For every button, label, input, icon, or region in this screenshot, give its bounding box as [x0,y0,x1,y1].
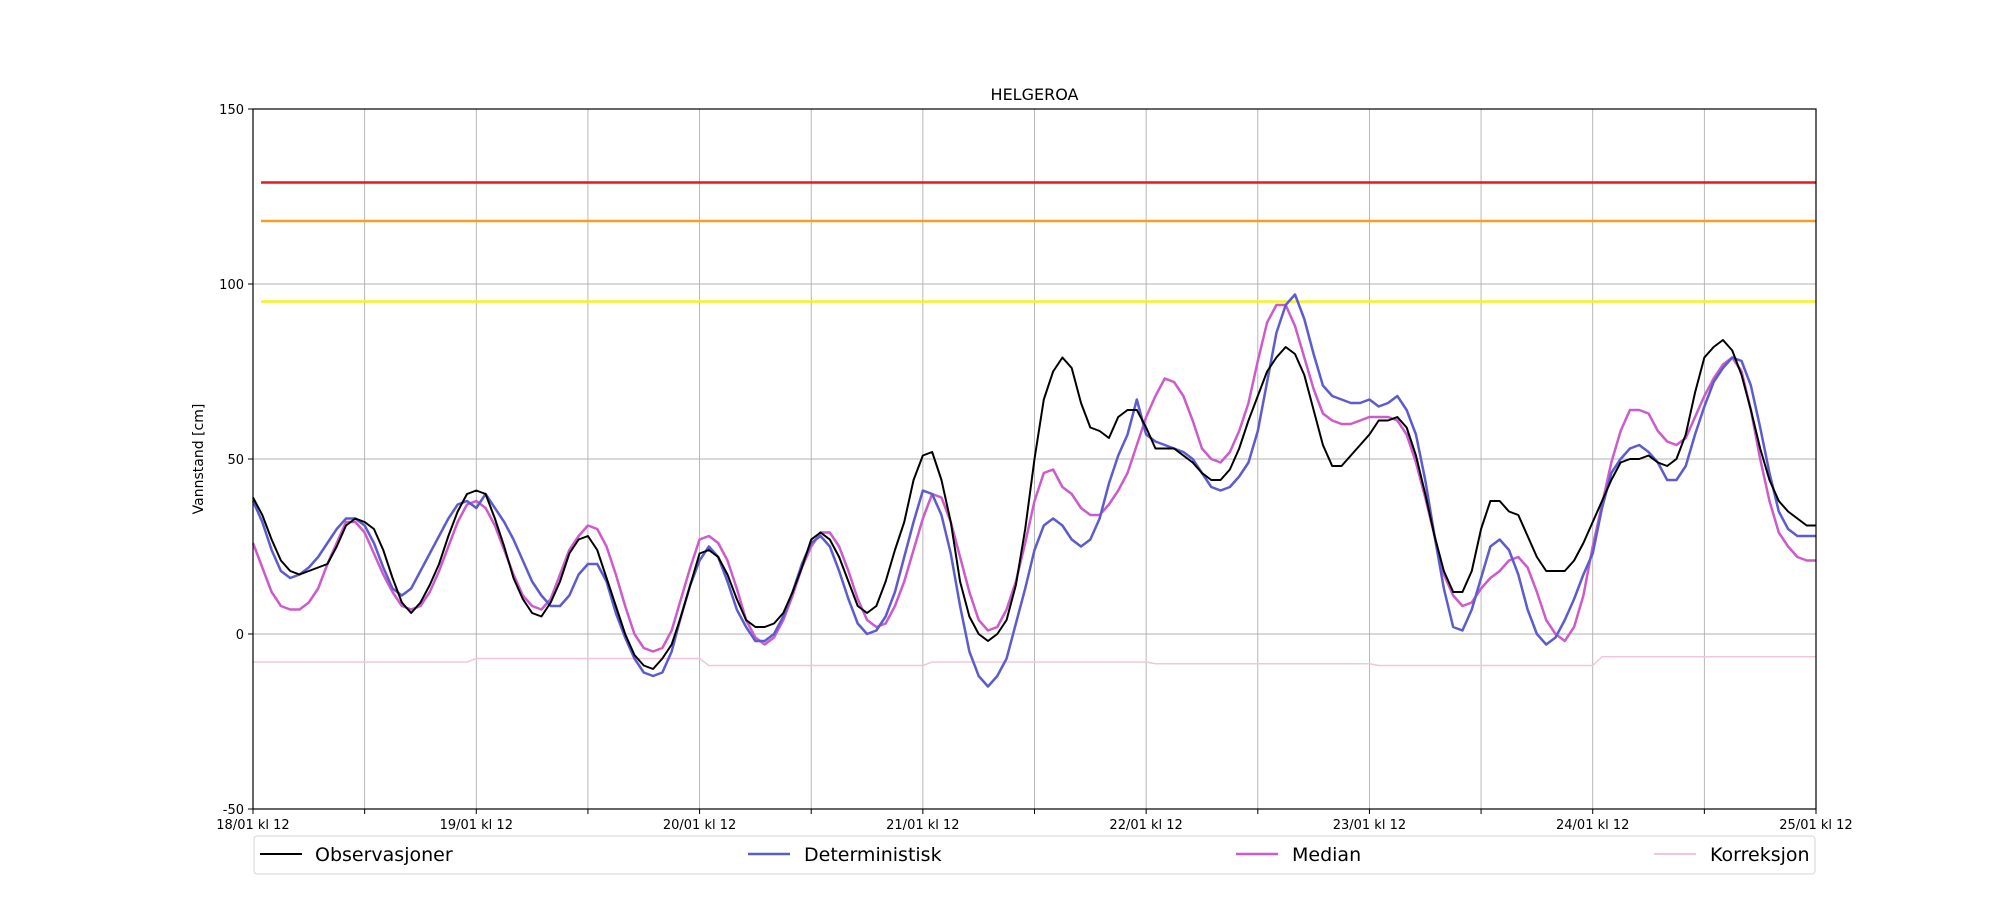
threshold-lines [261,181,1816,303]
x-tick-label: 21/01 kl 12 [886,818,959,833]
y-tick-label: 0 [236,628,244,643]
series-lines [251,293,1816,688]
x-tick-label: 22/01 kl 12 [1109,818,1182,833]
x-tick-label: 20/01 kl 12 [663,818,736,833]
y-tick-label: -50 [223,803,244,818]
x-tick-label: 24/01 kl 12 [1556,818,1629,833]
axis-ticks: -50 0 50 100 150 18/01 kl 12 19/01 kl 12 20/01 … [216,103,1852,833]
x-tick-label: 19/01 kl 12 [440,818,513,833]
series-line-observasjoner [252,339,1816,670]
series-line-korreksjon [253,656,1816,667]
chart-title: HELGEROA [991,85,1079,104]
y-tick-label: 150 [219,103,244,118]
legend: Observasjoner Deterministisk Median Korreks… [253,835,1816,875]
legend-label: Median [1292,844,1361,866]
legend-label: Deterministisk [804,844,942,866]
x-tick-label: 23/01 kl 12 [1333,818,1406,833]
y-tick-label: 50 [227,453,244,468]
series-line-deterministisk [251,293,1816,688]
y-tick-label: 100 [219,278,244,293]
x-tick-label: 25/01 kl 12 [1779,818,1852,833]
legend-label: Korreksjon [1710,844,1810,866]
x-tick-label: 18/01 kl 12 [216,818,289,833]
y-axis-title: Vannstand [cm] [191,404,207,515]
legend-label: Observasjoner [315,844,453,866]
legend-box [253,835,1816,875]
